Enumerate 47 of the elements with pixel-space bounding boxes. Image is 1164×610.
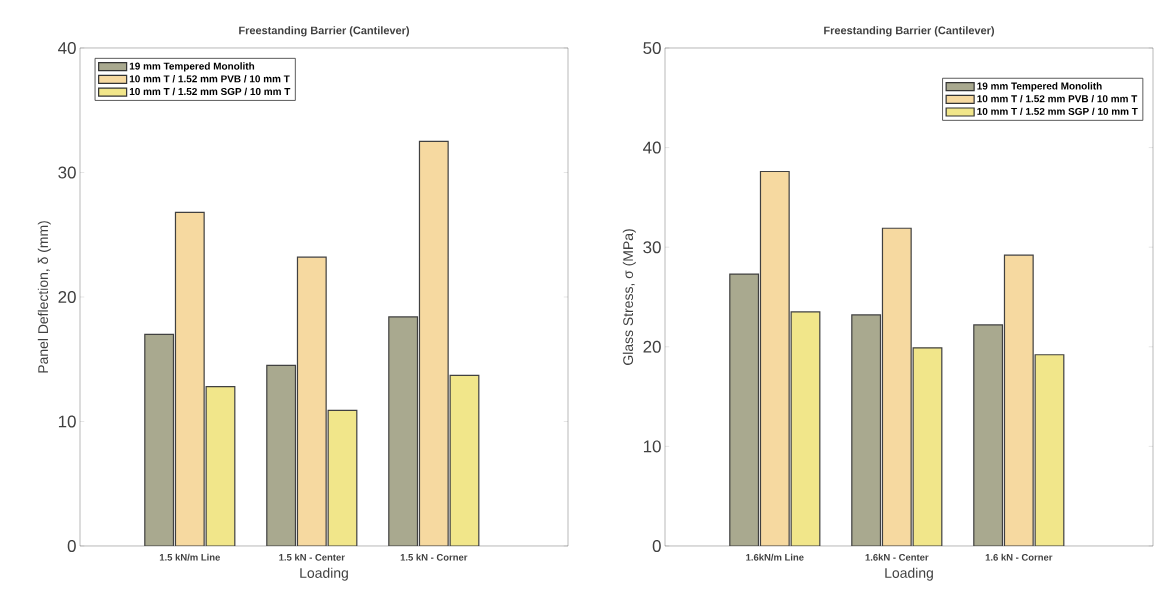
x-tick-label: 1.6kN/m Line bbox=[746, 553, 804, 561]
y-tick-label: 30 bbox=[643, 241, 661, 254]
y-tick-label: 0 bbox=[652, 539, 661, 552]
bar bbox=[449, 374, 480, 546]
legend-label: 10 mm T / 1.52 mm SGP / 10 mm T bbox=[977, 107, 1138, 116]
bar bbox=[790, 311, 821, 546]
x-axis-title: Loading bbox=[885, 567, 933, 581]
bar bbox=[296, 256, 327, 546]
legend-label: 10 mm T / 1.52 mm PVB / 10 mm T bbox=[977, 94, 1138, 103]
x-axis-title: Loading bbox=[300, 567, 348, 581]
bar bbox=[327, 409, 358, 546]
bar bbox=[912, 347, 943, 546]
bar bbox=[266, 364, 297, 546]
chart-title: Freestanding Barrier (Cantilever) bbox=[824, 26, 995, 37]
y-axis-title: Panel Deflection, δ (mm) bbox=[37, 221, 51, 373]
bar bbox=[881, 227, 912, 546]
x-tick-label: 1.5 kN - Center bbox=[279, 553, 345, 561]
y-tick-label: 10 bbox=[643, 440, 661, 453]
bar bbox=[174, 211, 205, 546]
bar bbox=[973, 324, 1004, 546]
bar bbox=[1003, 254, 1034, 546]
y-tick-label: 40 bbox=[643, 141, 661, 154]
bar bbox=[418, 140, 449, 546]
bar bbox=[1034, 354, 1065, 546]
y-tick-label: 20 bbox=[643, 340, 661, 353]
bar bbox=[759, 170, 790, 546]
bar bbox=[144, 333, 175, 546]
y-tick-label: 20 bbox=[58, 290, 76, 303]
legend-label: 19 mm Tempered Monolith bbox=[977, 82, 1102, 92]
y-tick-label: 50 bbox=[643, 41, 661, 54]
x-tick-label: 1.5 kN - Corner bbox=[400, 553, 468, 561]
legend-label: 19 mm Tempered Monolith bbox=[129, 62, 255, 72]
x-tick-label: 1.5 kN/m Line bbox=[159, 553, 220, 561]
x-tick-label: 1.6 kN - Corner bbox=[985, 553, 1053, 561]
y-tick-label: 10 bbox=[58, 415, 76, 428]
x-tick-label: 1.6kN - Center bbox=[865, 553, 929, 561]
bar bbox=[729, 273, 760, 546]
chart-title: Freestanding Barrier (Cantilever) bbox=[239, 26, 410, 37]
y-tick-label: 30 bbox=[58, 166, 76, 179]
bar bbox=[851, 314, 882, 546]
y-axis-title: Glass Stress, σ (MPa) bbox=[622, 229, 636, 365]
y-tick-label: 40 bbox=[58, 41, 76, 54]
bar bbox=[205, 386, 236, 546]
bar bbox=[388, 316, 419, 546]
y-tick-label: 0 bbox=[67, 539, 76, 552]
legend-label: 10 mm T / 1.52 mm PVB / 10 mm T bbox=[129, 75, 290, 83]
legend-label: 10 mm T / 1.52 mm SGP / 10 mm T bbox=[129, 87, 291, 96]
